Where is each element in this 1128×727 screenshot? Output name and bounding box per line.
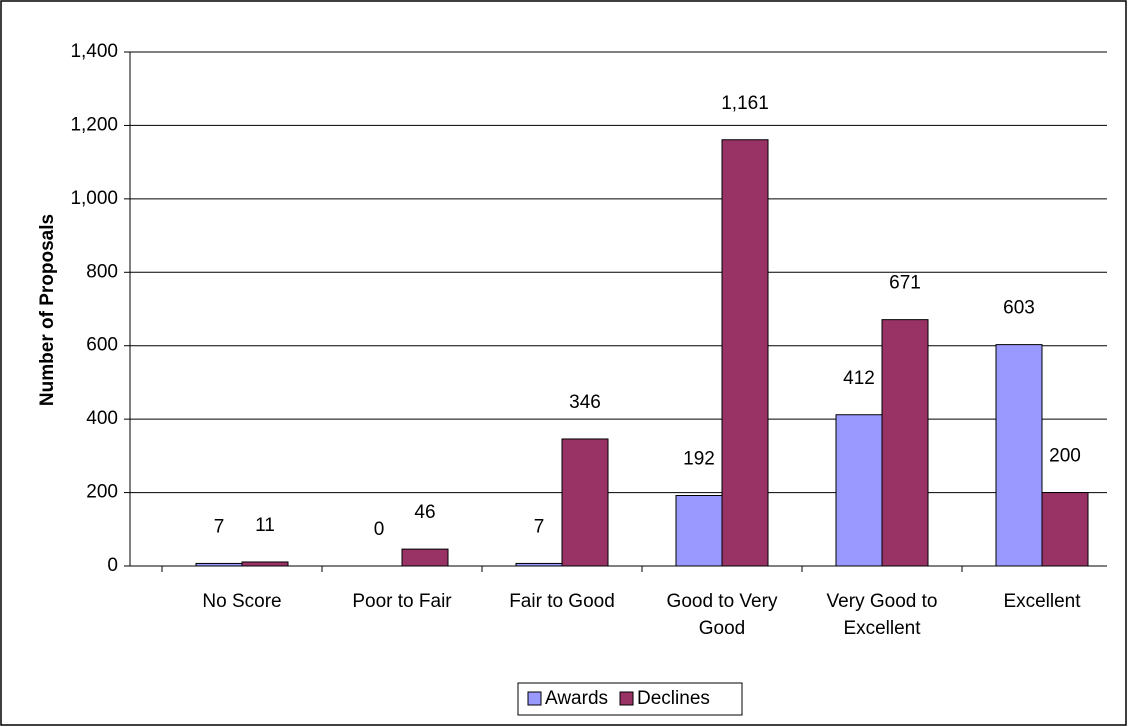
x-tick-label: No Score (202, 591, 281, 612)
legend-swatch (527, 691, 542, 706)
bar (241, 561, 289, 567)
y-tick-label: 0 (107, 555, 118, 576)
y-tick-label: 1,000 (70, 188, 118, 209)
bar (995, 344, 1043, 567)
value-label: 412 (843, 368, 875, 389)
bar (721, 139, 769, 567)
x-tick-label: Excellent (1003, 591, 1081, 612)
y-tick-label: 1,200 (70, 114, 118, 135)
bar (675, 495, 723, 567)
y-tick-label: 200 (86, 482, 118, 503)
bar (401, 548, 449, 567)
y-tick-label: 400 (86, 408, 118, 429)
value-label: 200 (1049, 446, 1081, 467)
value-label: 7 (214, 516, 225, 537)
y-tick-label: 600 (86, 335, 118, 356)
value-label: 603 (1003, 298, 1035, 319)
value-label: 671 (889, 273, 921, 294)
legend-label: Awards (545, 688, 608, 709)
value-label: 11 (255, 515, 275, 536)
value-label: 46 (414, 502, 435, 523)
bar (561, 438, 609, 567)
x-tick-label: Very Good to Excellent (827, 591, 938, 639)
legend-swatch (619, 691, 634, 706)
bar (835, 414, 883, 567)
x-tick-label: Good to Very Good (667, 591, 778, 639)
y-tick-label: 1,400 (70, 41, 118, 62)
y-tick-label: 800 (86, 261, 118, 282)
bar (1041, 492, 1089, 567)
value-label: 192 (683, 449, 715, 470)
value-label: 0 (374, 519, 385, 540)
value-label: 7 (534, 516, 545, 537)
x-tick-label: Poor to Fair (352, 591, 452, 612)
y-axis-label: Number of Proposals (37, 214, 58, 406)
value-label: 1,161 (721, 93, 769, 114)
value-label: 346 (569, 392, 601, 413)
x-tick-label: Fair to Good (509, 591, 615, 612)
bar (881, 319, 929, 567)
legend-label: Declines (637, 688, 710, 709)
